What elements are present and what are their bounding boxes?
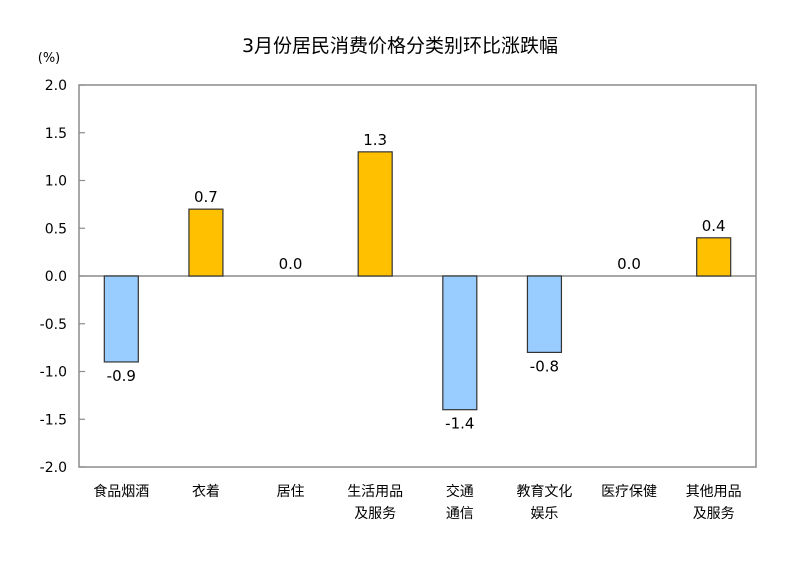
data-label: -0.9 bbox=[107, 367, 136, 385]
data-label: 1.3 bbox=[363, 131, 387, 149]
y-axis-unit: (%) bbox=[38, 51, 61, 66]
data-label: -0.8 bbox=[530, 357, 559, 375]
bar bbox=[357, 151, 393, 277]
category-label: 交通 bbox=[446, 483, 474, 500]
data-label: -1.4 bbox=[445, 415, 474, 433]
category-label: 娱乐 bbox=[530, 506, 558, 522]
category-label: 食品烟酒 bbox=[93, 483, 149, 500]
y-tick-label: -1.5 bbox=[40, 412, 67, 428]
y-tick-label: -2.0 bbox=[40, 460, 67, 476]
data-label: 0.0 bbox=[279, 255, 303, 273]
chart-title: 3月份居民消费价格分类别环比涨跌幅 bbox=[242, 35, 558, 57]
category-label: 其他用品 bbox=[686, 484, 742, 500]
category-label: 通信 bbox=[446, 506, 474, 522]
data-label: 0.0 bbox=[617, 255, 641, 273]
bar bbox=[442, 275, 478, 411]
data-label: 0.7 bbox=[194, 188, 218, 206]
category-label: 及服务 bbox=[693, 506, 735, 522]
bar bbox=[526, 275, 563, 354]
y-tick-label: -1.0 bbox=[40, 365, 67, 381]
y-tick-label: 0.5 bbox=[45, 221, 67, 237]
bar bbox=[188, 208, 224, 277]
category-label: 居住 bbox=[277, 484, 305, 500]
y-tick-label: 0.0 bbox=[45, 269, 67, 285]
bar bbox=[103, 275, 139, 363]
y-tick-label: -0.5 bbox=[40, 317, 67, 333]
bar bbox=[696, 237, 732, 277]
category-label: 医疗保健 bbox=[601, 484, 657, 500]
category-label: 教育文化 bbox=[516, 484, 572, 500]
category-label: 及服务 bbox=[354, 506, 396, 522]
y-tick-label: 1.5 bbox=[45, 126, 67, 142]
y-tick-label: 2.0 bbox=[45, 78, 67, 94]
category-label: 衣着 bbox=[192, 484, 220, 500]
category-label: 生活用品 bbox=[347, 484, 403, 500]
y-tick-label: 1.0 bbox=[45, 174, 67, 190]
data-label: 0.4 bbox=[702, 217, 726, 235]
